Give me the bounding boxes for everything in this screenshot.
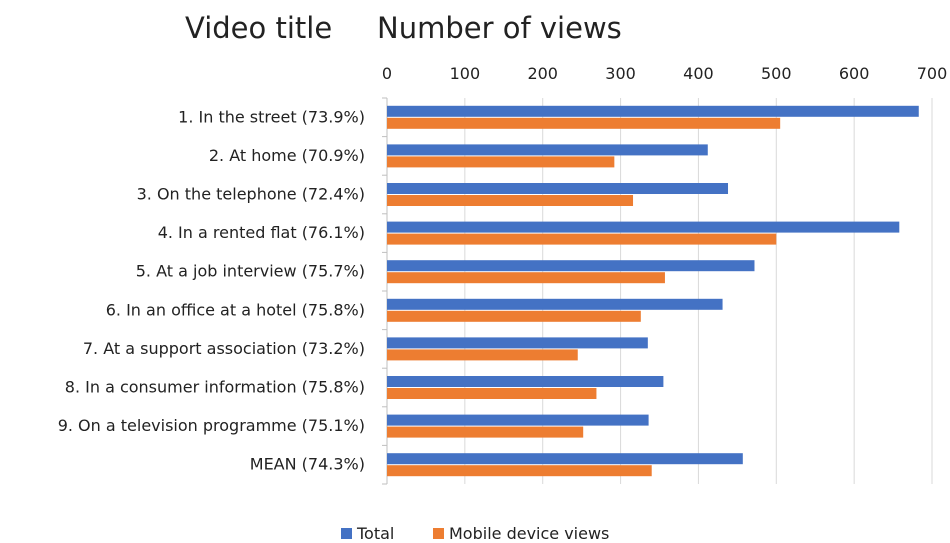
legend: Total Mobile device views bbox=[341, 524, 609, 543]
x-tick-label: 100 bbox=[450, 64, 481, 83]
bar-mobile bbox=[387, 310, 641, 322]
category-label: MEAN (74.3%) bbox=[250, 455, 365, 474]
x-tick-label: 300 bbox=[605, 64, 636, 83]
bar-total bbox=[387, 337, 648, 349]
bar-total bbox=[387, 144, 708, 156]
legend-swatch-total bbox=[341, 528, 352, 539]
bar-total bbox=[387, 376, 664, 387]
bar-mobile bbox=[387, 233, 777, 245]
bar-total bbox=[387, 221, 900, 233]
x-tick-label: 600 bbox=[839, 64, 870, 83]
x-tick-label: 200 bbox=[527, 64, 558, 83]
bars bbox=[387, 105, 919, 477]
bar-total bbox=[387, 183, 729, 194]
bar-total bbox=[387, 453, 743, 465]
bar-mobile bbox=[387, 117, 781, 129]
bar-total bbox=[387, 298, 723, 310]
bar-mobile bbox=[387, 388, 597, 399]
grid-layer bbox=[382, 97, 933, 485]
category-label: 1. In the street (73.9%) bbox=[178, 107, 365, 126]
category-label: 7. At a support association (73.2%) bbox=[83, 339, 365, 358]
legend-label-mobile: Mobile device views bbox=[449, 524, 609, 543]
x-tick-label: 700 bbox=[917, 64, 948, 83]
category-labels: 1. In the street (73.9%) 2. At home (70.9… bbox=[58, 107, 365, 473]
legend-label-total: Total bbox=[356, 524, 394, 543]
category-label: 2. At home (70.9%) bbox=[209, 146, 365, 165]
x-tick-label: 500 bbox=[761, 64, 792, 83]
bar-total bbox=[387, 414, 649, 426]
legend-swatch-mobile bbox=[433, 528, 444, 539]
x-tick-labels: 0 100 200 300 400 500 600 700 bbox=[382, 64, 947, 83]
bar-mobile bbox=[387, 465, 652, 477]
bar-mobile bbox=[387, 349, 578, 361]
bar-mobile bbox=[387, 195, 634, 206]
bar-mobile bbox=[387, 426, 584, 438]
x-tick-label: 0 bbox=[382, 64, 392, 83]
bar-mobile bbox=[387, 272, 665, 284]
bar-total bbox=[387, 260, 755, 272]
value-header: Number of views bbox=[377, 11, 622, 45]
category-label: 5. At a job interview (75.7%) bbox=[136, 262, 365, 281]
bar-total bbox=[387, 105, 919, 117]
bar-mobile bbox=[387, 156, 615, 168]
category-label: 4. In a rented flat (76.1%) bbox=[158, 223, 365, 242]
category-label: 9. On a television programme (75.1%) bbox=[58, 416, 365, 435]
category-label: 3. On the telephone (72.4%) bbox=[137, 185, 365, 204]
x-tick-label: 400 bbox=[683, 64, 714, 83]
category-header: Video title bbox=[185, 11, 332, 45]
category-label: 6. In an office at a hotel (75.8%) bbox=[106, 300, 365, 319]
category-label: 8. In a consumer information (75.8%) bbox=[65, 378, 365, 397]
